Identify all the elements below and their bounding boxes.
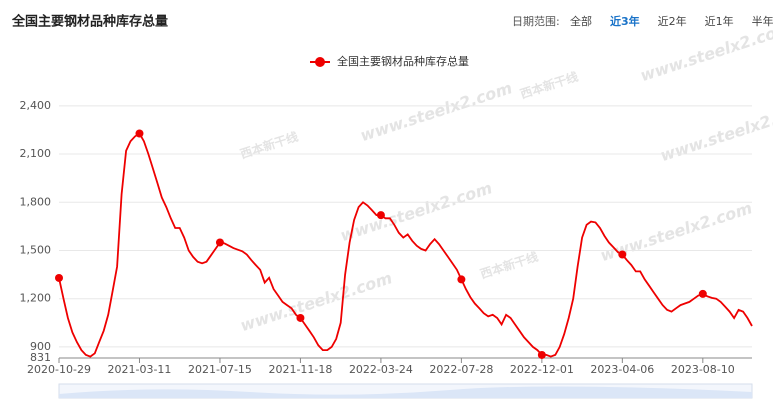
x-tick-label: 2021-11-18 (268, 363, 332, 376)
data-line (58, 132, 753, 358)
x-tick-label: 2022-03-24 (349, 363, 413, 376)
date-range-option[interactable]: 半年 (752, 14, 773, 28)
x-tick-label: 2020-10-29 (27, 363, 91, 376)
date-range-option[interactable]: 近3年 (610, 14, 640, 28)
watermark: www.steelx2.com (658, 98, 773, 165)
y-tick-label: 1,800 (20, 195, 52, 208)
y-tick-label: 900 (30, 340, 51, 353)
watermark: www.steelx2.com (238, 268, 395, 335)
date-range-option[interactable]: 全部 (570, 14, 592, 28)
date-range-option[interactable]: 近2年 (658, 14, 687, 28)
y-tick-label: 831 (30, 351, 51, 364)
data-point (55, 273, 63, 282)
x-tick-label: 2021-07-15 (188, 363, 252, 376)
zoom-preview (59, 386, 752, 398)
x-tick-label: 2022-07-28 (429, 363, 493, 376)
y-tick-label: 1,500 (20, 243, 52, 256)
x-tick-label: 2023-04-06 (590, 363, 654, 376)
data-point (618, 250, 627, 259)
x-tick-label: 2023-08-10 (671, 363, 735, 376)
legend-marker (315, 57, 325, 67)
legend-label: 全国主要钢材品种库存总量 (337, 54, 469, 68)
watermark-brand: 西本新干线 (518, 69, 580, 102)
data-point (296, 313, 305, 322)
data-point (698, 289, 707, 298)
y-tick-label: 2,100 (20, 147, 52, 160)
watermark: www.steelx2.com (638, 18, 773, 85)
watermark-brand: 西本新干线 (478, 249, 540, 282)
x-tick-label: 2022-12-01 (510, 363, 574, 376)
chart-title: 全国主要钢材品种库存总量 (11, 14, 168, 30)
date-range-label: 日期范围: (512, 14, 560, 28)
watermark: www.steelx2.com (338, 178, 495, 245)
watermark: www.steelx2.com (358, 78, 515, 145)
data-point (376, 211, 385, 220)
data-point (457, 275, 466, 284)
watermark-brand: 西本新干线 (238, 129, 300, 162)
y-tick-label: 2,400 (20, 99, 52, 112)
data-point (135, 129, 144, 138)
y-tick-label: 1,200 (20, 292, 52, 305)
data-point (215, 238, 224, 247)
date-range-option[interactable]: 近1年 (705, 14, 734, 28)
data-point (537, 350, 546, 359)
x-tick-label: 2021-03-11 (108, 363, 172, 376)
